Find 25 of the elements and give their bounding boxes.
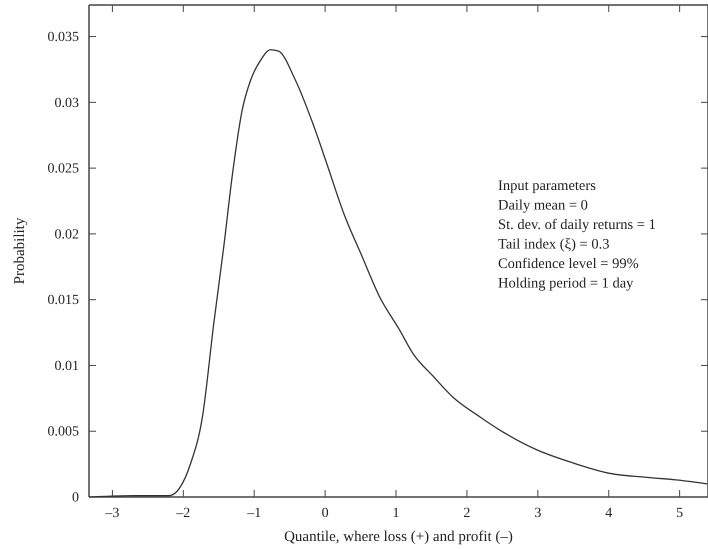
annotation: Holding period = 1 day [498,276,634,292]
y-tick-label: 0.02 [54,227,79,242]
y-tick-label: 0.025 [48,162,79,177]
y-tick-label: 0 [72,490,79,506]
y-tick-label: 0.015 [48,293,79,308]
annotation: Daily mean = 0 [498,198,588,214]
y-tick-label: 0.005 [48,424,79,440]
x-tick-label: 3 [534,506,542,521]
x-tick-label: 5 [676,506,684,521]
y-axis-title: Probability [12,217,28,284]
x-tick-label: –2 [175,506,190,521]
annotation: Tail index (ξ) = 0.3 [498,236,610,252]
x-axis-title: Quantile, where loss (+) and profit (–) [284,529,513,545]
x-tick-label: 2 [463,506,470,521]
x-tick-label: 1 [392,506,400,521]
annotation: Input parameters [498,178,596,194]
y-tick-label: 0.01 [54,358,79,374]
x-tick-label: 0 [322,506,329,521]
x-tick-label: –1 [246,506,262,521]
annotation: Confidence level = 99% [498,256,639,272]
annotation: St. dev. of daily returns = 1 [498,217,656,233]
y-tick-label: 0.035 [48,30,79,46]
y-tick-label: 0.03 [54,96,79,111]
x-tick-label: 4 [605,506,612,521]
x-tick-label: –3 [104,506,120,521]
